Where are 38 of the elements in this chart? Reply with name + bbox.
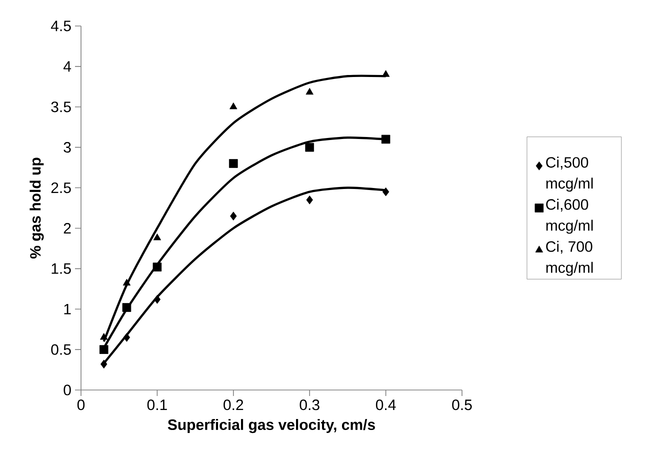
- y-tick-label: 4.5: [50, 20, 71, 32]
- y-tick-label: 0: [64, 384, 71, 396]
- point: [306, 196, 313, 204]
- point: [100, 360, 108, 369]
- y-tick-label: 0.5: [51, 344, 71, 355]
- point: [153, 234, 162, 240]
- point: [154, 295, 161, 304]
- x-tick-label: 0.1: [147, 400, 167, 410]
- point: [100, 333, 108, 340]
- y-tick-label: 3: [64, 142, 71, 153]
- x-tick-label: 0.5: [452, 400, 472, 410]
- x-tick-label: 0.2: [224, 400, 244, 410]
- point: [122, 278, 131, 286]
- point: [382, 187, 390, 196]
- point: [305, 142, 314, 152]
- point: [230, 212, 237, 220]
- legend-label: Ci, 700 mcg/ml: [546, 240, 593, 276]
- y-tick-label: 4: [63, 61, 72, 72]
- y-tick-label: 1.5: [52, 263, 71, 274]
- y-tick-label: 2: [64, 222, 71, 234]
- legend-label: Ci,600 mcg/ml: [546, 198, 593, 234]
- point: [229, 159, 238, 168]
- point: [99, 345, 108, 354]
- point: [306, 88, 314, 95]
- point: [123, 333, 130, 342]
- x-tick-label: 0: [77, 400, 85, 410]
- y-tick-label: 3.5: [51, 102, 71, 112]
- legend-label: Ci,500 mcg/ml: [546, 156, 593, 192]
- x-tick-label: 0.4: [376, 400, 396, 410]
- y-tick-label: 1: [64, 304, 71, 314]
- point: [122, 303, 132, 312]
- x-axis-title: Superficial gas velocity, cm/s: [168, 419, 375, 434]
- x-tick-label: 0.3: [300, 400, 320, 410]
- y-tick-label: 2.5: [51, 182, 71, 194]
- y-axis-title: % gas hold up: [30, 158, 44, 258]
- point: [152, 262, 162, 272]
- point: [230, 102, 238, 110]
- point: [381, 134, 390, 144]
